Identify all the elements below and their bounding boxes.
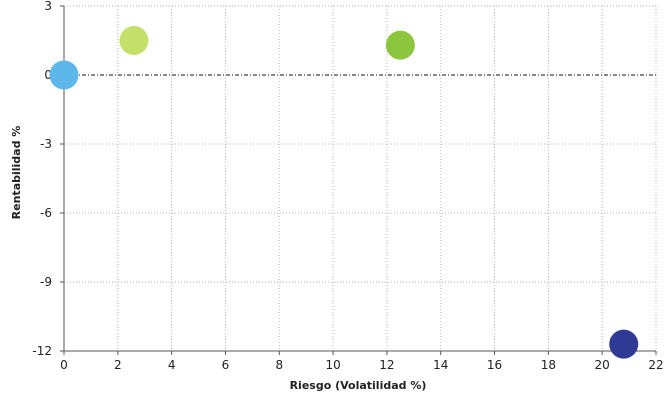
y-tick-label: -9 [40,275,52,289]
y-tick-label: 0 [44,68,52,82]
y-tick-label: -3 [40,137,52,151]
x-tick-labels: 0 2 4 6 8 10 12 14 16 18 20 22 [60,351,664,372]
x-tick-label: 18 [541,358,556,372]
x-tick-label: 8 [275,358,283,372]
x-tick-label: 6 [222,358,230,372]
data-point [609,329,639,359]
data-points [49,26,639,359]
x-tick-label: 12 [379,358,394,372]
x-tick-label: 14 [433,358,448,372]
chart-axes [63,6,656,352]
x-tick-label: 16 [487,358,502,372]
x-tick-label: 10 [325,358,340,372]
y-tick-label: 3 [44,0,52,13]
data-point [385,30,415,60]
chart-grid [64,5,657,351]
x-tick-label: 4 [168,358,176,372]
y-tick-labels: 3 0 -3 -6 -9 -12 [32,0,64,358]
data-point [49,60,79,90]
x-tick-label: 0 [60,358,68,372]
x-tick-label: 22 [648,358,663,372]
y-tick-label: -12 [32,344,52,358]
y-tick-label: -6 [40,206,52,220]
x-tick-label: 20 [595,358,610,372]
y-axis-title: Rentabilidad % [10,126,23,220]
x-axis-title: Riesgo (Volatilidad %) [290,379,427,392]
data-point [119,26,149,55]
x-tick-label: 2 [114,358,122,372]
